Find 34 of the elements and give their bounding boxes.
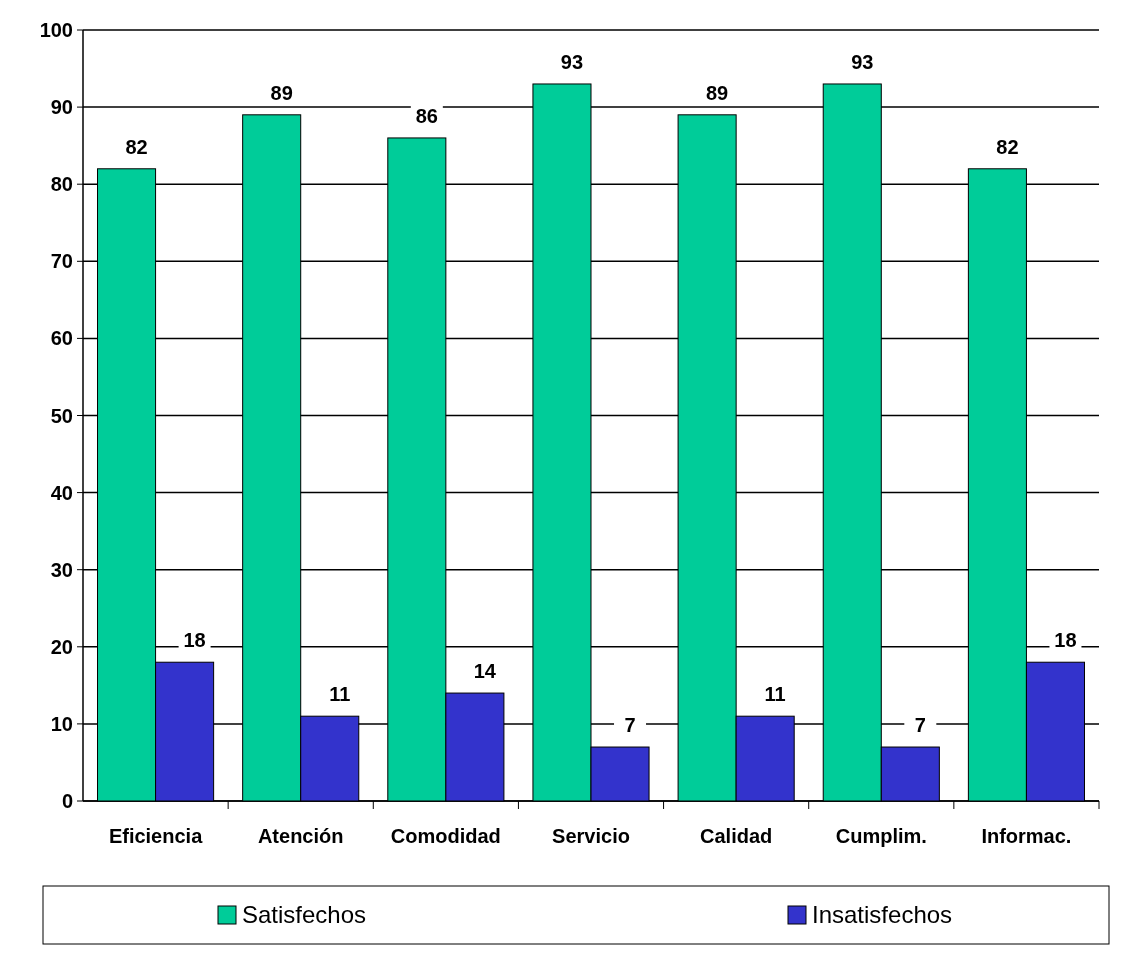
data-label: 82 xyxy=(996,135,1019,158)
legend-label: Satisfechos xyxy=(242,901,367,929)
x-tick-label: Comodidad xyxy=(390,825,501,847)
data-label: 89 xyxy=(270,81,293,104)
x-tick-label: Servicio xyxy=(552,825,630,847)
x-tick-label: Calidad xyxy=(700,825,773,847)
data-label: 11 xyxy=(329,683,351,706)
x-tick-label: Informac. xyxy=(981,825,1072,847)
x-tick-label: Cumplim. xyxy=(835,825,927,847)
x-tick-label: Atención xyxy=(257,825,344,847)
data-label: 89 xyxy=(705,81,729,104)
y-tick-label: 60 xyxy=(50,327,73,350)
data-label: 18 xyxy=(1054,629,1077,652)
data-label: 14 xyxy=(473,660,497,683)
y-tick-label: 10 xyxy=(50,712,73,735)
y-tick-label: 70 xyxy=(50,250,73,273)
data-label: 93 xyxy=(851,50,874,73)
legend-label: Insatisfechos xyxy=(812,901,953,929)
data-label: 11 xyxy=(764,683,786,706)
y-tick-label: 100 xyxy=(39,19,73,41)
data-label: 82 xyxy=(125,135,148,158)
x-tick-label: Eficiencia xyxy=(108,825,204,847)
y-tick-label: 50 xyxy=(50,404,73,427)
y-tick-label: 80 xyxy=(50,173,73,196)
y-tick-label: 30 xyxy=(50,558,73,581)
data-label: 86 xyxy=(415,104,438,127)
y-tick-label: 0 xyxy=(61,790,73,812)
data-label: 7 xyxy=(914,714,926,737)
y-tick-label: 40 xyxy=(50,481,73,504)
y-tick-label: 20 xyxy=(50,635,73,658)
data-label: 7 xyxy=(624,714,636,737)
y-tick-label: 90 xyxy=(50,96,73,119)
data-label: 18 xyxy=(183,629,206,652)
data-label: 93 xyxy=(560,50,584,73)
